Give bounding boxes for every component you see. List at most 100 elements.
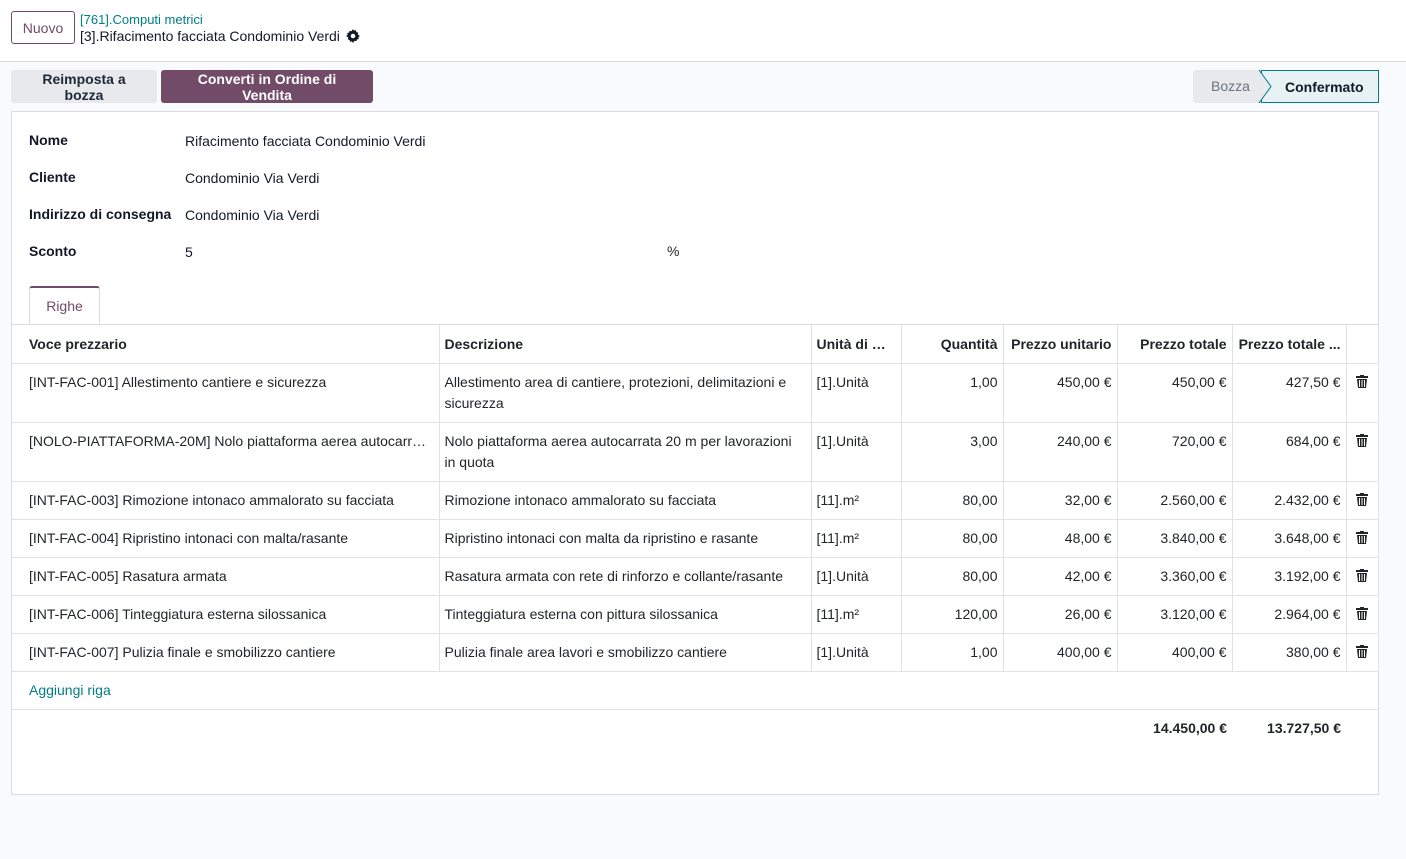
cell-qty[interactable]: 1,00: [901, 363, 1004, 423]
cell-item[interactable]: [INT-FAC-001] Allestimento cantiere e si…: [12, 363, 440, 423]
tab-divider: [12, 324, 1378, 325]
cell-uom[interactable]: [11].m²: [811, 595, 902, 634]
add-line-divider: [12, 709, 1378, 710]
table-row[interactable]: [NOLO-PIATTAFORMA-20M] Nolo piattaforma …: [12, 422, 1379, 482]
cell-uom[interactable]: [11].m²: [811, 481, 902, 520]
table-row[interactable]: [INT-FAC-007] Pulizia finale e smobilizz…: [12, 633, 1379, 672]
new-button[interactable]: Nuovo: [11, 11, 75, 44]
tab-lines[interactable]: Righe: [29, 286, 100, 324]
cell-unit-price[interactable]: 48,00 €: [1003, 519, 1118, 558]
convert-order-button[interactable]: Converti in Ordine di Vendita: [161, 70, 373, 103]
sum-total-discounted: 13.727,50 €: [1267, 720, 1341, 736]
cell-description[interactable]: Pulizia finale area lavori e smobilizzo …: [439, 633, 812, 672]
cell-total: 3.360,00 €: [1117, 557, 1233, 596]
table-row[interactable]: [INT-FAC-001] Allestimento cantiere e si…: [12, 363, 1379, 423]
cell-uom[interactable]: [11].m²: [811, 519, 902, 558]
cell-total-discounted: 427,50 €: [1232, 363, 1347, 423]
status-confirmed[interactable]: Confermato: [1261, 70, 1379, 103]
gear-icon[interactable]: [345, 29, 360, 43]
trash-icon[interactable]: [1356, 530, 1368, 544]
cell-item[interactable]: [INT-FAC-003] Rimozione intonaco ammalor…: [12, 481, 440, 520]
cell-unit-price[interactable]: 32,00 €: [1003, 481, 1118, 520]
cell-unit-price[interactable]: 400,00 €: [1003, 633, 1118, 672]
trash-icon[interactable]: [1356, 644, 1368, 658]
cell-qty[interactable]: 80,00: [901, 481, 1004, 520]
cell-unit-price[interactable]: 240,00 €: [1003, 422, 1118, 482]
cell-total: 450,00 €: [1117, 363, 1233, 423]
cell-total: 2.560,00 €: [1117, 481, 1233, 520]
column-header-uom[interactable]: Unità di m...: [811, 325, 902, 364]
delivery-address-field[interactable]: Condominio Via Verdi: [185, 207, 320, 223]
column-header-unit-price[interactable]: Prezzo unitario: [1003, 325, 1118, 364]
record-title-text: [3].Rifacimento facciata Condominio Verd…: [80, 28, 340, 44]
cell-item[interactable]: [NOLO-PIATTAFORMA-20M] Nolo piattaforma …: [12, 422, 440, 482]
discount-field[interactable]: 5: [185, 244, 193, 260]
status-arrow-icon: [1258, 70, 1272, 103]
cell-total: 3.840,00 €: [1117, 519, 1233, 558]
table-row[interactable]: [INT-FAC-005] Rasatura armata Rasatura a…: [12, 557, 1379, 596]
lines-table: Voce prezzario Descrizione Unità di m...…: [12, 325, 1379, 672]
column-header-qty[interactable]: Quantità: [901, 325, 1004, 364]
cell-total-discounted: 684,00 €: [1232, 422, 1347, 482]
cell-delete: [1346, 557, 1379, 596]
cell-uom[interactable]: [1].Unità: [811, 422, 902, 482]
cell-description[interactable]: Allestimento area di cantiere, protezion…: [439, 363, 812, 423]
cell-delete: [1346, 422, 1379, 482]
cell-delete: [1346, 519, 1379, 558]
column-header-total-discounted[interactable]: Prezzo totale ...: [1232, 325, 1347, 364]
column-header-description[interactable]: Descrizione: [439, 325, 812, 364]
cell-total: 720,00 €: [1117, 422, 1233, 482]
status-bar: Bozza Confermato: [1193, 70, 1379, 103]
cell-description[interactable]: Tinteggiatura esterna con pittura siloss…: [439, 595, 812, 634]
trash-icon[interactable]: [1356, 568, 1368, 582]
cell-qty[interactable]: 1,00: [901, 633, 1004, 672]
cell-qty[interactable]: 3,00: [901, 422, 1004, 482]
reset-draft-button[interactable]: Reimposta a bozza: [11, 70, 157, 103]
cell-uom[interactable]: [1].Unità: [811, 363, 902, 423]
record-title: [3].Rifacimento facciata Condominio Verd…: [80, 28, 360, 44]
cell-uom[interactable]: [1].Unità: [811, 633, 902, 672]
cell-qty[interactable]: 80,00: [901, 519, 1004, 558]
trash-icon[interactable]: [1356, 492, 1368, 506]
name-field[interactable]: Rifacimento facciata Condominio Verdi: [185, 133, 426, 149]
trash-icon[interactable]: [1356, 433, 1368, 447]
cell-description[interactable]: Rimozione intonaco ammalorato su facciat…: [439, 481, 812, 520]
cell-delete: [1346, 363, 1379, 423]
cell-item[interactable]: [INT-FAC-004] Ripristino intonaci con ma…: [12, 519, 440, 558]
cell-unit-price[interactable]: 26,00 €: [1003, 595, 1118, 634]
add-line-link[interactable]: Aggiungi riga: [29, 682, 111, 698]
discount-percent-symbol: %: [667, 243, 680, 259]
cell-unit-price[interactable]: 42,00 €: [1003, 557, 1118, 596]
cell-total-discounted: 2.964,00 €: [1232, 595, 1347, 634]
cell-description[interactable]: Ripristino intonaci con malta da riprist…: [439, 519, 812, 558]
cell-total-discounted: 2.432,00 €: [1232, 481, 1347, 520]
cell-uom[interactable]: [1].Unità: [811, 557, 902, 596]
customer-field[interactable]: Condominio Via Verdi: [185, 170, 320, 186]
status-draft[interactable]: Bozza: [1193, 70, 1261, 103]
cell-description[interactable]: Nolo piattaforma aerea autocarrata 20 m …: [439, 422, 812, 482]
discount-label: Sconto: [29, 243, 77, 259]
table-row[interactable]: [INT-FAC-003] Rimozione intonaco ammalor…: [12, 481, 1379, 520]
cell-description[interactable]: Rasatura armata con rete di rinforzo e c…: [439, 557, 812, 596]
cell-qty[interactable]: 120,00: [901, 595, 1004, 634]
name-label: Nome: [29, 132, 68, 148]
delivery-address-label: Indirizzo di consegna: [29, 206, 172, 222]
cell-item[interactable]: [INT-FAC-007] Pulizia finale e smobilizz…: [12, 633, 440, 672]
cell-delete: [1346, 481, 1379, 520]
cell-qty[interactable]: 80,00: [901, 557, 1004, 596]
column-header-item[interactable]: Voce prezzario: [12, 325, 440, 364]
trash-icon[interactable]: [1356, 374, 1368, 388]
action-bar: Reimposta a bozza Converti in Ordine di …: [11, 70, 373, 103]
table-row[interactable]: [INT-FAC-006] Tinteggiatura esterna silo…: [12, 595, 1379, 634]
trash-icon[interactable]: [1356, 606, 1368, 620]
cell-total-discounted: 3.648,00 €: [1232, 519, 1347, 558]
column-header-total[interactable]: Prezzo totale: [1117, 325, 1233, 364]
cell-unit-price[interactable]: 450,00 €: [1003, 363, 1118, 423]
cell-item[interactable]: [INT-FAC-005] Rasatura armata: [12, 557, 440, 596]
table-row[interactable]: [INT-FAC-004] Ripristino intonaci con ma…: [12, 519, 1379, 558]
cell-delete: [1346, 633, 1379, 672]
breadcrumb-parent[interactable]: [761].Computi metrici: [80, 12, 203, 27]
column-header-actions: [1346, 325, 1379, 364]
cell-item[interactable]: [INT-FAC-006] Tinteggiatura esterna silo…: [12, 595, 440, 634]
sum-total: 14.450,00 €: [1153, 720, 1227, 736]
